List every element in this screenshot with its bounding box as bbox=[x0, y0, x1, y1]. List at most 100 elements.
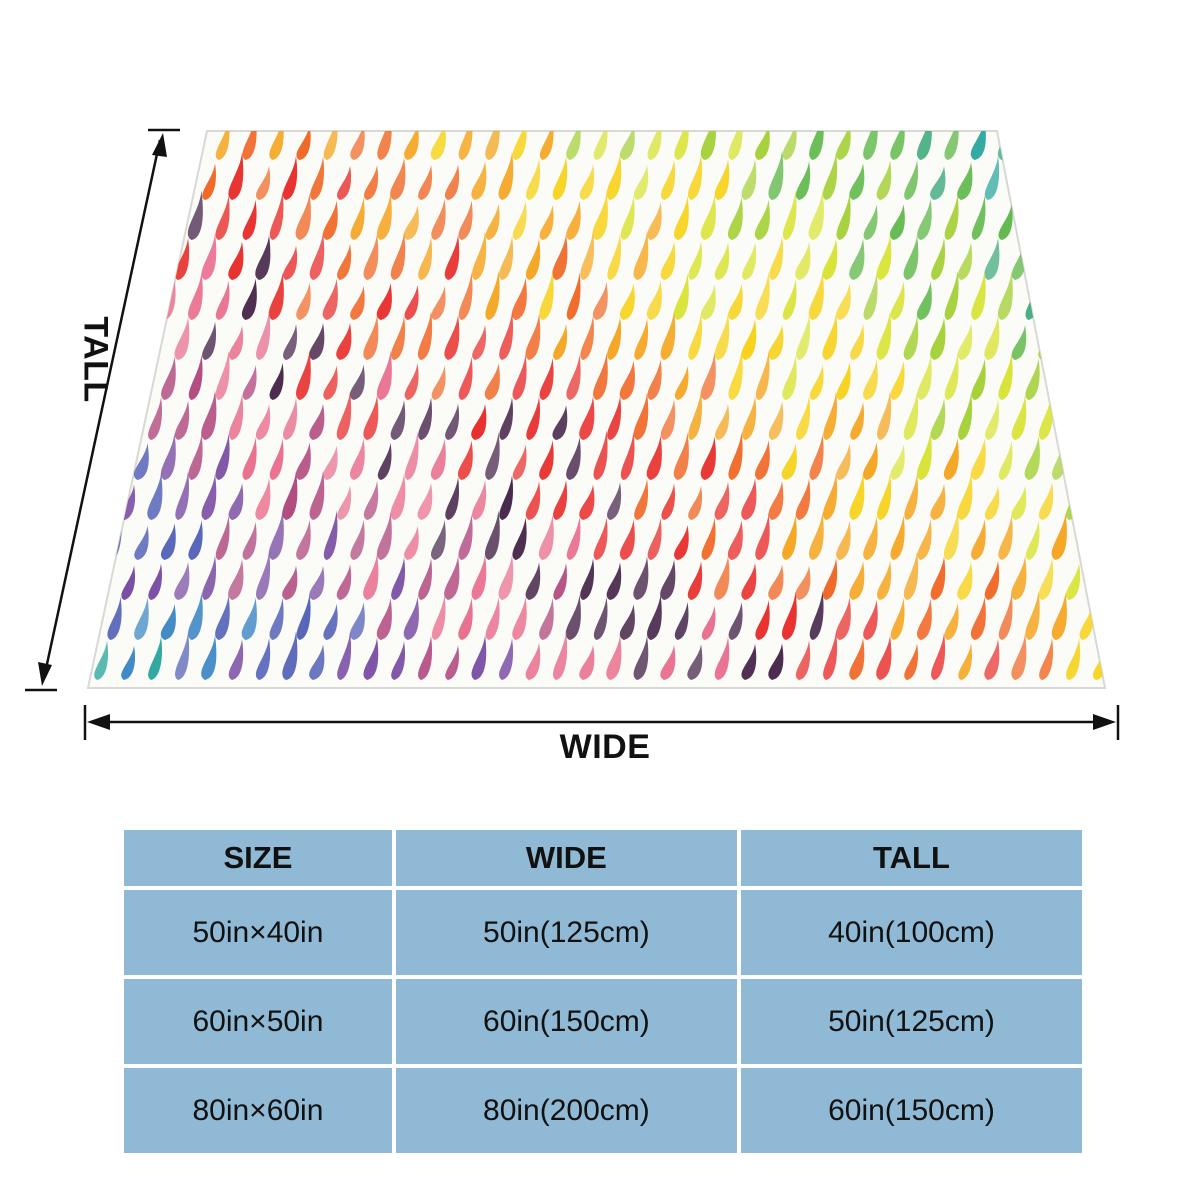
raindrop bbox=[755, 513, 770, 560]
raindrop bbox=[471, 479, 487, 520]
raindrop bbox=[944, 270, 959, 320]
raindrop bbox=[661, 483, 675, 520]
raindrop bbox=[782, 190, 797, 240]
raindrop bbox=[971, 195, 986, 240]
raindrop bbox=[337, 80, 351, 120]
raindrop bbox=[930, 398, 946, 440]
raindrop bbox=[593, 517, 608, 560]
raindrop bbox=[525, 642, 541, 680]
raindrop bbox=[876, 635, 892, 680]
raindrop bbox=[484, 362, 500, 400]
raindrop bbox=[809, 433, 824, 480]
table-row: 50in×40in 50in(125cm) 40in(100cm) bbox=[124, 890, 1082, 975]
raindrop bbox=[512, 131, 527, 160]
raindrop bbox=[526, 82, 540, 120]
raindrop bbox=[430, 131, 446, 160]
raindrop bbox=[985, 399, 1000, 440]
raindrop bbox=[444, 555, 460, 600]
raindrop bbox=[337, 632, 352, 680]
raindrop bbox=[782, 279, 797, 320]
raindrop bbox=[971, 270, 986, 320]
raindrop bbox=[700, 436, 716, 480]
raindrop bbox=[836, 361, 851, 400]
raindrop bbox=[944, 194, 959, 240]
raindrop bbox=[283, 397, 298, 440]
raindrop bbox=[634, 83, 648, 120]
raindrop bbox=[242, 199, 257, 240]
raindrop bbox=[755, 131, 770, 160]
raindrop bbox=[512, 354, 527, 400]
raindrop bbox=[660, 559, 676, 600]
raindrop bbox=[552, 405, 568, 440]
raindrop bbox=[890, 281, 905, 320]
table-header-row: SIZE WIDE TALL bbox=[124, 830, 1082, 886]
raindrop bbox=[943, 437, 959, 480]
raindrop bbox=[256, 79, 270, 120]
raindrop bbox=[1025, 131, 1040, 160]
raindrop bbox=[660, 310, 676, 360]
raindrop bbox=[241, 278, 257, 320]
raindrop bbox=[606, 634, 622, 680]
raindrop bbox=[592, 282, 608, 320]
raindrop bbox=[553, 479, 568, 520]
raindrop bbox=[930, 165, 946, 200]
raindrop bbox=[202, 555, 217, 600]
raindrop bbox=[107, 131, 122, 160]
raindrop bbox=[67, 630, 81, 680]
raindrop bbox=[188, 520, 203, 560]
raindrop bbox=[619, 519, 635, 560]
header-tall: TALL bbox=[740, 830, 1082, 886]
raindrop bbox=[619, 360, 635, 400]
raindrop bbox=[688, 154, 703, 200]
raindrop bbox=[877, 473, 892, 520]
raindrop bbox=[350, 131, 365, 160]
raindrop bbox=[808, 271, 824, 320]
raindrop bbox=[445, 85, 459, 120]
raindrop bbox=[1052, 201, 1067, 240]
raindrop bbox=[431, 365, 446, 400]
raindrop bbox=[363, 480, 379, 520]
raindrop bbox=[1092, 320, 1105, 360]
raindrop bbox=[499, 475, 514, 520]
raindrop bbox=[1106, 518, 1121, 560]
raindrop bbox=[727, 196, 743, 240]
raindrop bbox=[66, 235, 81, 280]
raindrop bbox=[714, 158, 730, 200]
raindrop bbox=[768, 643, 784, 680]
raindrop bbox=[566, 272, 581, 320]
raindrop bbox=[1065, 391, 1081, 440]
raindrop bbox=[647, 131, 662, 160]
raindrop bbox=[539, 131, 554, 160]
raindrop bbox=[458, 597, 473, 640]
raindrop bbox=[148, 396, 163, 440]
raindrop bbox=[755, 440, 770, 480]
raindrop bbox=[931, 73, 945, 120]
raindrop bbox=[836, 283, 851, 320]
raindrop bbox=[187, 190, 203, 240]
raindrop bbox=[607, 77, 621, 120]
raindrop bbox=[336, 322, 352, 360]
raindrop bbox=[809, 511, 824, 560]
raindrop bbox=[984, 314, 1000, 360]
raindrop bbox=[553, 323, 568, 360]
header-size: SIZE bbox=[124, 830, 392, 886]
raindrop bbox=[768, 564, 784, 600]
raindrop bbox=[350, 285, 365, 320]
raindrop bbox=[863, 442, 878, 480]
raindrop bbox=[512, 596, 527, 640]
raindrop bbox=[147, 239, 163, 280]
raindrop bbox=[997, 131, 1013, 160]
raindrop bbox=[917, 519, 932, 560]
raindrop bbox=[971, 519, 986, 560]
raindrop bbox=[188, 433, 203, 480]
raindrop bbox=[88, 602, 95, 640]
raindrop bbox=[418, 310, 433, 360]
raindrop bbox=[309, 644, 325, 680]
raindrop bbox=[1038, 557, 1054, 600]
raindrop bbox=[688, 77, 702, 120]
raindrop bbox=[349, 364, 365, 400]
raindrop bbox=[94, 640, 109, 680]
raindrop bbox=[863, 131, 878, 160]
raindrop bbox=[984, 485, 1000, 520]
raindrop bbox=[107, 190, 122, 240]
